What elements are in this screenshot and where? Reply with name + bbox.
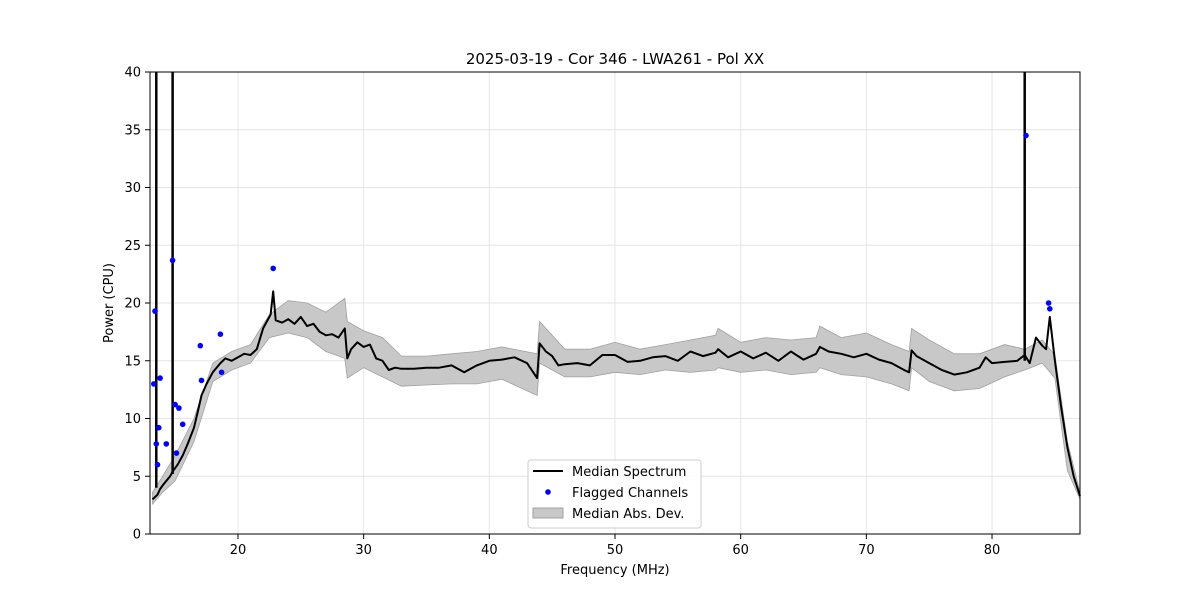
x-tick-label: 50 xyxy=(607,543,624,558)
x-axis-label: Frequency (MHz) xyxy=(560,563,669,578)
y-tick-label: 10 xyxy=(124,412,141,427)
axis-ticks: 20 30 40 50 60 70 80 0 5 10 15 20 25 30 35 40 xyxy=(124,66,1000,559)
flagged-points-layer xyxy=(151,132,1053,468)
flagged-point xyxy=(173,450,180,456)
legend-label-median: Median Spectrum xyxy=(572,465,686,480)
y-tick-label: 35 xyxy=(124,123,141,138)
x-tick-label: 30 xyxy=(355,543,372,558)
chart-title: 2025-03-19 - Cor 346 - LWA261 - Pol XX xyxy=(466,50,764,68)
y-axis-label: Power (CPU) xyxy=(102,263,117,343)
flagged-point xyxy=(1047,306,1053,312)
flagged-point xyxy=(217,331,224,338)
x-tick-label: 70 xyxy=(858,543,875,558)
flagged-point xyxy=(157,375,163,381)
legend-label-flagged: Flagged Channels xyxy=(572,486,688,501)
x-tick-label: 40 xyxy=(481,543,498,558)
x-tick-label: 20 xyxy=(230,543,247,558)
flagged-point xyxy=(172,401,178,408)
y-tick-label: 40 xyxy=(124,66,141,81)
x-tick-label: 60 xyxy=(732,543,749,558)
flagged-point xyxy=(152,308,158,314)
flagged-point xyxy=(270,265,277,272)
y-tick-label: 25 xyxy=(124,239,141,254)
flagged-point xyxy=(151,381,157,387)
legend: Median Spectrum Flagged Channels Median … xyxy=(527,459,702,529)
flagged-point xyxy=(1045,300,1052,306)
median-line-layer xyxy=(151,72,1081,501)
flagged-point xyxy=(154,461,161,468)
y-tick-label: 5 xyxy=(133,470,141,485)
flagged-point xyxy=(163,441,170,447)
legend-point-swatch xyxy=(545,489,551,495)
y-tick-label: 20 xyxy=(124,297,141,312)
flagged-point xyxy=(1023,132,1029,139)
flagged-point xyxy=(156,424,162,431)
flagged-point xyxy=(197,342,204,349)
legend-patch-swatch xyxy=(532,507,564,519)
legend-box xyxy=(527,459,702,529)
flagged-point xyxy=(176,405,182,411)
y-tick-label: 0 xyxy=(133,528,141,543)
legend-label-mad: Median Abs. Dev. xyxy=(572,507,684,522)
x-tick-label: 80 xyxy=(984,543,1001,558)
flagged-point xyxy=(153,441,160,447)
y-tick-label: 30 xyxy=(124,181,141,196)
flagged-point xyxy=(179,421,186,428)
flagged-point xyxy=(198,377,205,384)
median-spectrum-line xyxy=(151,290,1081,501)
y-tick-label: 15 xyxy=(124,354,141,369)
flagged-point xyxy=(169,257,176,264)
flagged-point xyxy=(218,369,225,376)
